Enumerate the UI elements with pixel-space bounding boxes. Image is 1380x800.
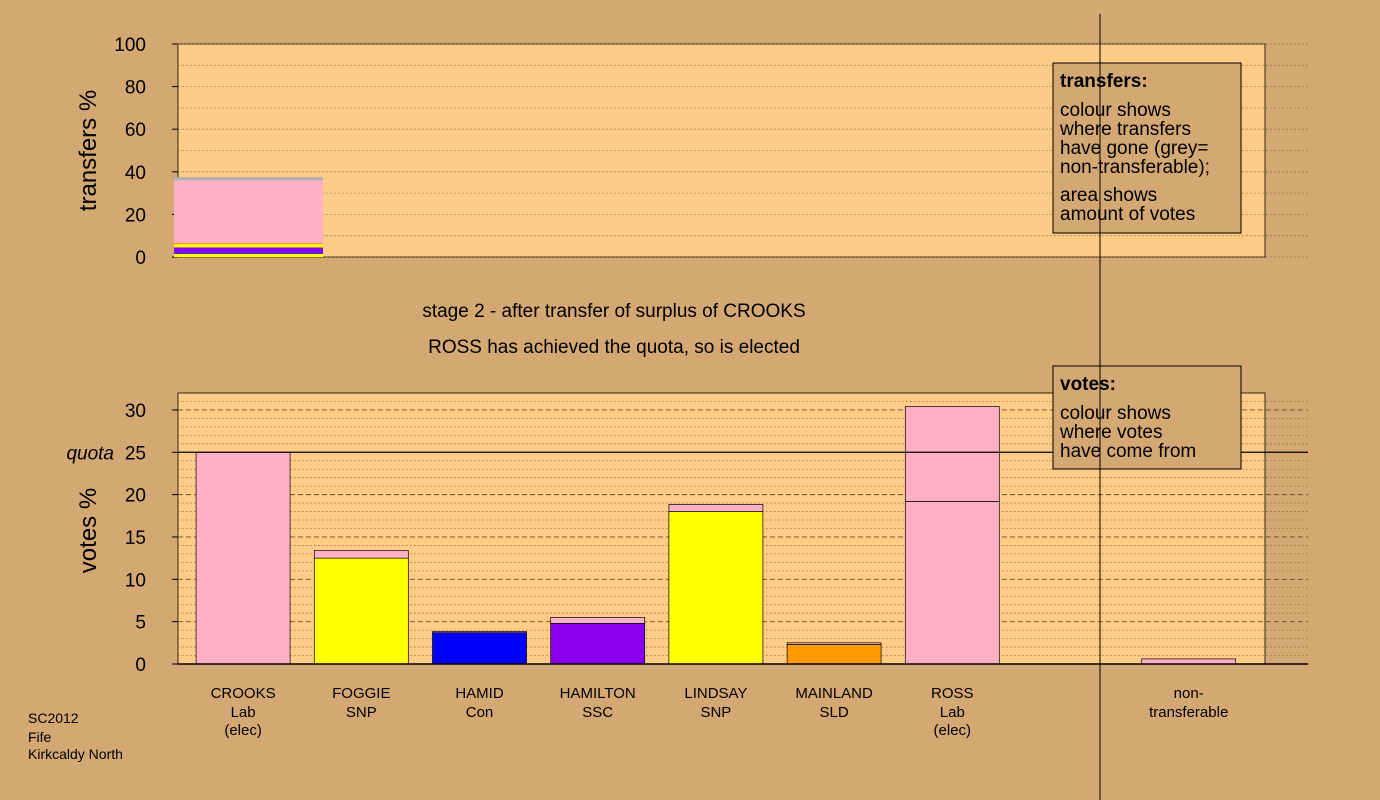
votes-legend-box xyxy=(1052,365,1242,470)
vote-bar-transfer xyxy=(550,617,646,624)
vote-bar-first-pref xyxy=(550,622,646,665)
transfer-segment xyxy=(174,180,323,244)
votes-legend-line: have come from xyxy=(1060,441,1196,462)
footer-year: SC2012 xyxy=(28,710,79,726)
votes-legend-title: votes: xyxy=(1060,374,1116,395)
transfers-tick-label: 0 xyxy=(135,248,146,269)
candidate-name-label: CROOKS xyxy=(211,685,276,702)
vote-bar-first-pref xyxy=(432,632,527,665)
candidate-name-label: HAMID xyxy=(455,685,504,702)
transfers-legend-box xyxy=(1052,62,1242,234)
candidate-party-label: SLD xyxy=(820,704,849,721)
votes-tick-label: 20 xyxy=(125,486,146,507)
candidate-status-label: (elec) xyxy=(934,722,972,739)
vote-bar-transfer xyxy=(1141,658,1237,665)
transfers-y-label: transfers % xyxy=(75,90,102,211)
vote-bar-first-pref xyxy=(668,511,764,665)
transfers-legend-title: transfers: xyxy=(1060,71,1148,92)
candidate-party-label: SSC xyxy=(582,704,613,721)
transfers-legend-line: amount of votes xyxy=(1060,204,1195,225)
transfers-legend-line: colour shows xyxy=(1060,100,1171,121)
votes-legend-line: colour shows xyxy=(1060,403,1171,424)
quota-label: quota xyxy=(66,443,114,464)
stage-caption: stage 2 - after transfer of surplus of C… xyxy=(422,301,805,322)
vote-bar-first-pref xyxy=(195,451,291,665)
candidate-party-label: Lab xyxy=(940,704,965,721)
vote-bar-transfer xyxy=(432,631,527,634)
vote-bar-first-pref xyxy=(904,501,1000,665)
candidate-party-label: Con xyxy=(466,704,494,721)
candidate-name-label: HAMILTON xyxy=(560,685,636,702)
vote-bar-transfer xyxy=(668,504,764,512)
transfers-tick-label: 60 xyxy=(125,120,146,141)
vote-bar-transfer xyxy=(313,550,409,559)
transfers-tick-label: 80 xyxy=(125,78,146,99)
votes-y-label: votes % xyxy=(75,488,102,573)
vote-bar-first-pref xyxy=(786,644,882,665)
transfers-tick-label: 100 xyxy=(114,35,146,56)
candidate-name-label: ROSS xyxy=(931,685,974,702)
elected-caption: ROSS has achieved the quota, so is elect… xyxy=(428,337,800,358)
candidate-party-label: transferable xyxy=(1149,704,1228,721)
candidate-status-label: (elec) xyxy=(224,722,262,739)
candidate-party-label: SNP xyxy=(346,704,377,721)
vote-bar-first-pref xyxy=(313,557,409,665)
vote-bar-transfer xyxy=(786,642,882,645)
candidate-party-label: Lab xyxy=(231,704,256,721)
transfers-legend-line: where transfers xyxy=(1059,119,1191,140)
transfers-legend-line: non-transferable); xyxy=(1060,157,1210,178)
transfers-legend-line: have gone (grey= xyxy=(1060,138,1208,159)
votes-tick-label: 25 xyxy=(125,443,146,464)
votes-tick-label: 0 xyxy=(135,655,146,676)
candidate-name-label: non- xyxy=(1174,685,1204,702)
transfers-panel: 0 20 40 60 80 100 transfers % transfers: colour … xyxy=(75,35,1308,269)
candidate-name-label: LINDSAY xyxy=(684,685,747,702)
candidate-party-label: SNP xyxy=(700,704,731,721)
transfers-legend-line: area shows xyxy=(1060,185,1157,206)
votes-tick-label: 15 xyxy=(125,528,146,549)
transfer-segment xyxy=(174,243,323,245)
votes-tick-label: 5 xyxy=(135,613,146,634)
votes-legend-line: where votes xyxy=(1059,422,1162,443)
vote-bar-transfer xyxy=(904,406,1000,502)
transfers-tick-label: 40 xyxy=(125,163,146,184)
footer-council: Fife xyxy=(28,729,52,745)
candidate-name-label: MAINLAND xyxy=(795,685,873,702)
transfer-segment xyxy=(174,252,323,254)
transfer-segment xyxy=(174,177,323,181)
transfers-tick-label: 20 xyxy=(125,205,146,226)
candidate-name-label: FOGGIE xyxy=(332,685,390,702)
votes-tick-label: 10 xyxy=(125,570,146,591)
transfer-segment xyxy=(174,247,323,253)
transfer-segment xyxy=(174,253,323,257)
transfer-segment xyxy=(174,244,323,248)
footer-ward: Kirkcaldy North xyxy=(28,746,123,762)
votes-tick-label: 30 xyxy=(125,401,146,422)
